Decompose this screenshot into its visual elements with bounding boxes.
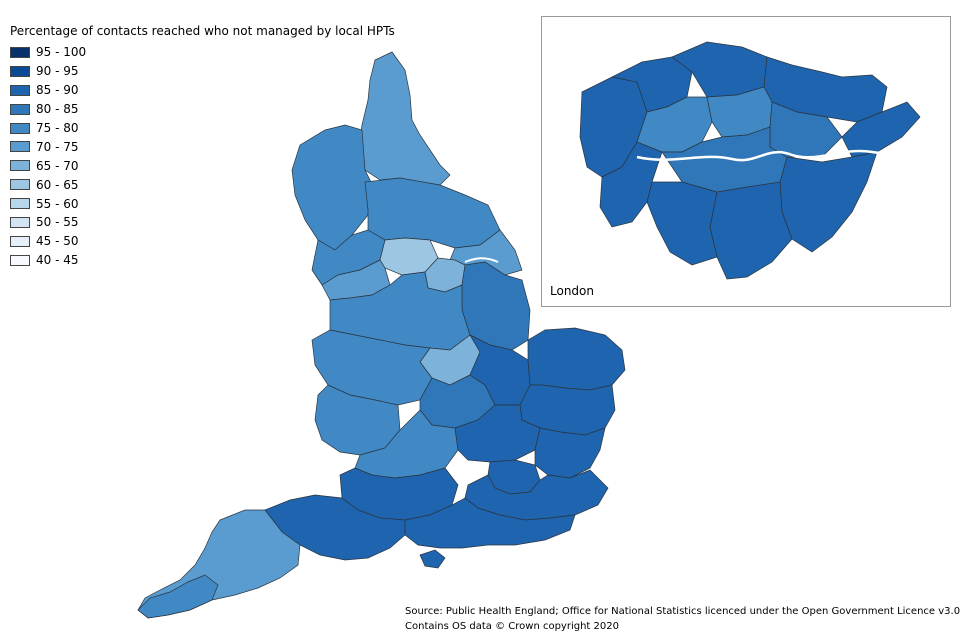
legend-item: 95 - 100 (10, 43, 395, 62)
borough-east (841, 101, 921, 158)
legend-label: 90 - 95 (36, 64, 79, 79)
borough-inner-west (636, 96, 713, 153)
legend-swatch (10, 122, 30, 134)
london-inset-map (579, 41, 921, 280)
legend-item: 80 - 85 (10, 100, 395, 119)
region-north-yorkshire (364, 177, 501, 249)
legend-swatch (10, 84, 30, 96)
borough-southeast (779, 151, 878, 253)
region-northumberland (357, 51, 451, 186)
legend-label: 75 - 80 (36, 121, 79, 135)
legend-item: 45 - 50 (10, 232, 395, 251)
legend-item: 50 - 55 (10, 213, 395, 232)
map-legend: Percentage of contacts reached who not m… (10, 24, 395, 270)
legend-swatch (10, 160, 30, 172)
legend-label: 50 - 55 (36, 215, 79, 230)
region-norfolk (527, 327, 626, 391)
legend-label: 40 - 45 (36, 253, 79, 268)
region-essex (534, 427, 606, 479)
legend-label: 55 - 60 (36, 196, 79, 211)
region-hampshire (404, 497, 576, 549)
borough-west-south (599, 141, 663, 228)
legend-label: 85 - 90 (36, 83, 79, 98)
source-credit: Source: Public Health England; Office fo… (405, 604, 960, 634)
legend-swatch (10, 198, 30, 210)
legend-label: 45 - 50 (36, 234, 79, 249)
legend-item: 40 - 45 (10, 251, 395, 270)
source-line-1: Source: Public Health England; Office fo… (405, 606, 960, 617)
borough-south (709, 181, 793, 280)
legend-item: 55 - 60 (10, 194, 395, 213)
legend-swatch (10, 65, 30, 77)
legend-label: 60 - 65 (36, 177, 79, 192)
legend-swatch (10, 235, 30, 247)
legend-swatch (10, 254, 30, 266)
legend-swatch (10, 179, 30, 191)
legend-label: 70 - 75 (36, 139, 79, 154)
inset-label: London (550, 284, 594, 298)
legend-label: 65 - 70 (36, 158, 79, 173)
region-cumbria (291, 124, 376, 251)
source-line-2: Contains OS data © Crown copyright 2020 (405, 621, 619, 632)
legend-item: 85 - 90 (10, 81, 395, 100)
region-dorset (264, 494, 406, 561)
legend-label: 95 - 100 (36, 45, 87, 60)
legend-item: 75 - 80 (10, 119, 395, 138)
legend-title: Percentage of contacts reached who not m… (10, 24, 395, 38)
river-thames (636, 149, 908, 162)
region-isle-of-wight (419, 549, 446, 569)
borough-inner-south (661, 126, 788, 193)
legend-swatch (10, 46, 30, 58)
legend-swatch (10, 103, 30, 115)
legend-item: 70 - 75 (10, 137, 395, 156)
region-cornwall (137, 574, 219, 619)
borough-southwest (646, 181, 718, 266)
legend-item: 60 - 65 (10, 175, 395, 194)
legend-label: 80 - 85 (36, 102, 79, 117)
humber-estuary (464, 257, 499, 263)
legend-rows: 95 - 100 90 - 95 85 - 90 80 - 85 75 - 80 70 -… (10, 43, 395, 270)
legend-item: 90 - 95 (10, 62, 395, 81)
london-inset: London (541, 16, 951, 307)
legend-swatch (10, 141, 30, 153)
legend-item: 65 - 70 (10, 156, 395, 175)
legend-swatch (10, 216, 30, 228)
